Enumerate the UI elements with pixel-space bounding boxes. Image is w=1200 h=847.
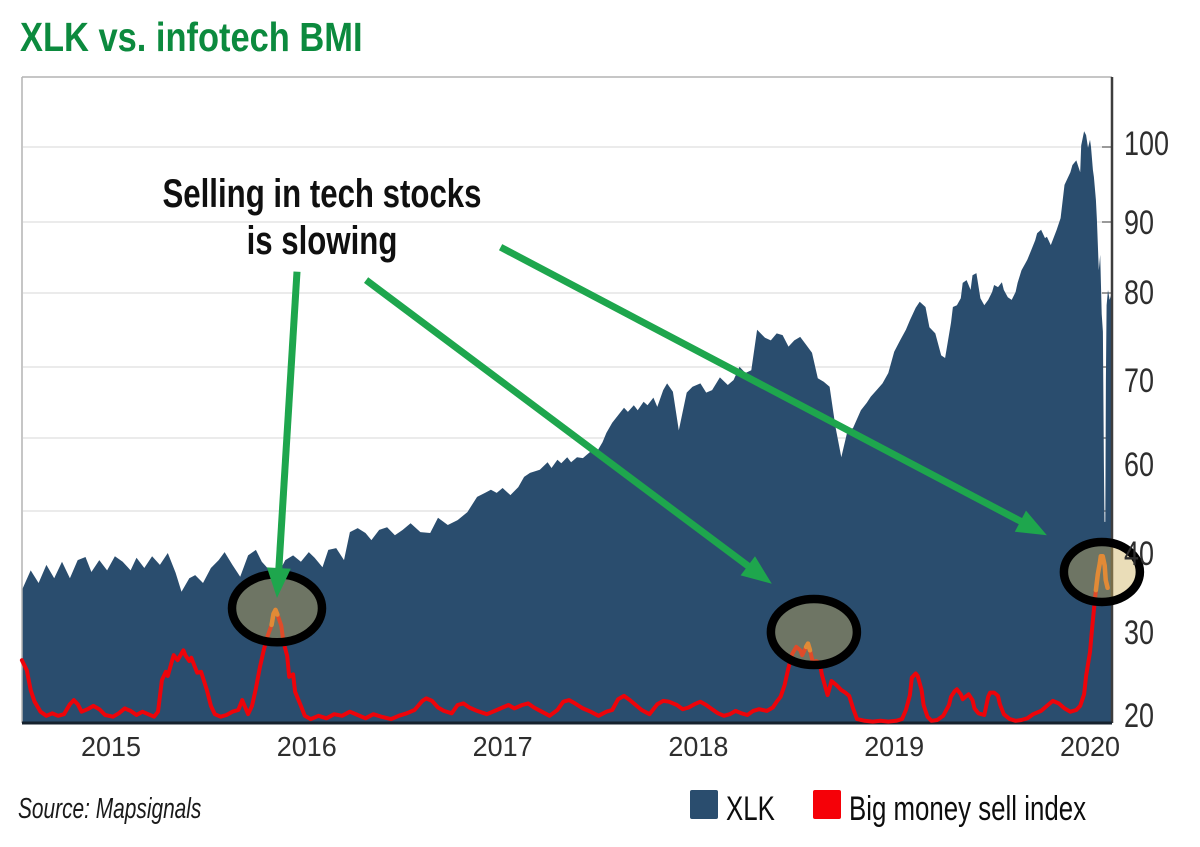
annotation-arrow-head bbox=[266, 567, 291, 598]
annotation-line-1: Selling in tech stocks bbox=[162, 172, 482, 216]
x-axis-label: 2019 bbox=[864, 731, 924, 762]
annotation-line-2: is slowing bbox=[246, 219, 398, 263]
legend-label-bmi: Big money sell index bbox=[849, 790, 1086, 828]
source-credit: Source: Mapsignals bbox=[18, 793, 202, 825]
y-axis-label: 60 bbox=[1124, 446, 1154, 484]
x-axis-label: 2020 bbox=[1060, 731, 1120, 762]
highlight-circle bbox=[1059, 537, 1145, 607]
annotation-arrow-shaft bbox=[498, 244, 1030, 528]
y-axis-label: 40 bbox=[1124, 535, 1154, 573]
annotation-arrow-shaft bbox=[364, 277, 757, 574]
bmi-line-highlight bbox=[269, 607, 280, 628]
y-axis-label: 80 bbox=[1124, 274, 1154, 312]
y-axis-label: 70 bbox=[1124, 362, 1154, 400]
x-axis-label: 2015 bbox=[81, 731, 141, 762]
price-chart: 100 90 80 70 60 40 30 20 2015 2016 2017 2018 2019 202… bbox=[19, 76, 1169, 762]
bmi-line-highlight bbox=[1093, 553, 1110, 593]
x-axis-label: 2018 bbox=[668, 731, 728, 762]
annotation-arrow-head bbox=[740, 556, 772, 584]
y-axis-label: 20 bbox=[1124, 697, 1154, 735]
bmi-line bbox=[19, 554, 1110, 724]
bmi-line-highlight bbox=[803, 641, 813, 653]
y-axis-label: 100 bbox=[1124, 125, 1169, 163]
annotation-arrow-shaft bbox=[274, 271, 301, 577]
y-axis-label: 90 bbox=[1124, 204, 1154, 242]
highlight-circle bbox=[766, 594, 862, 670]
legend-label-xlk: XLK bbox=[726, 790, 775, 828]
x-axis-label: 2016 bbox=[277, 731, 337, 762]
chart-title: XLK vs. infotech BMI bbox=[20, 14, 363, 60]
annotation-callout: Selling in tech stocks is slowing bbox=[102, 171, 542, 265]
y-axis-label: 30 bbox=[1124, 614, 1154, 652]
legend-swatch-bmi bbox=[813, 790, 841, 819]
annotation-arrow-head bbox=[1014, 510, 1047, 536]
legend-swatch-xlk bbox=[690, 790, 718, 819]
x-axis-label: 2017 bbox=[473, 731, 533, 762]
